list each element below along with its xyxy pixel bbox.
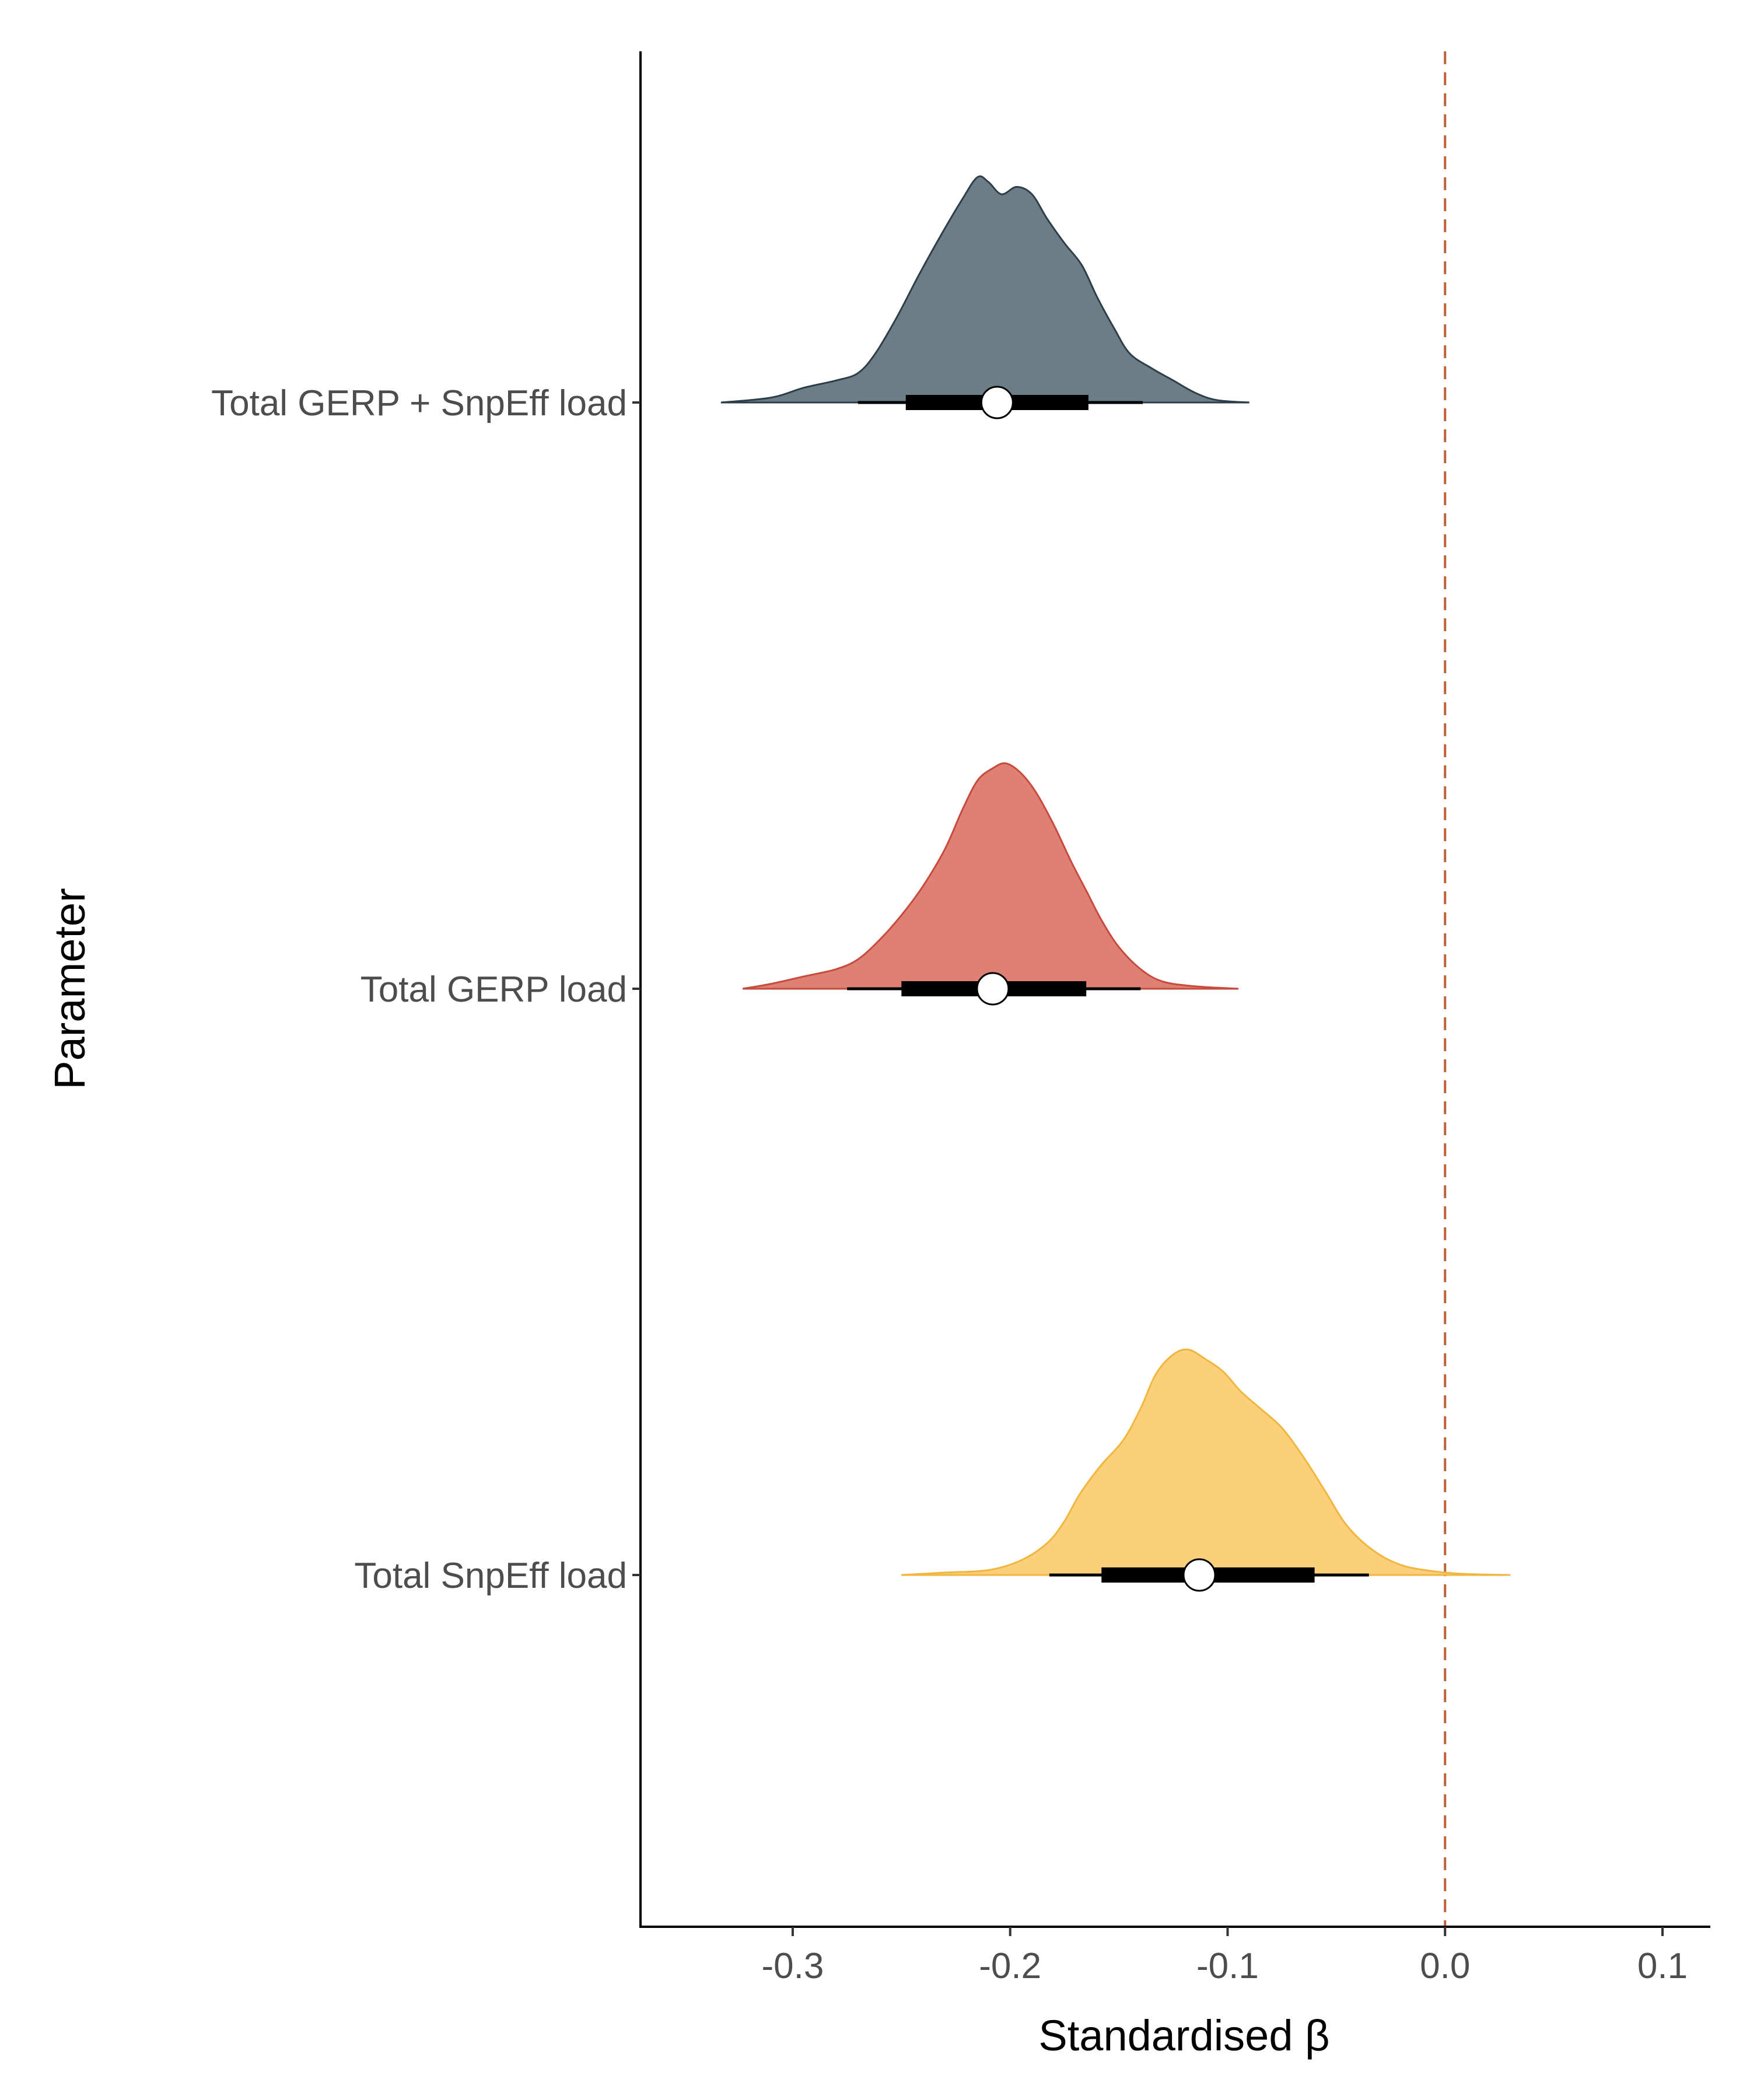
x-axis-title: Standardised β — [1038, 2011, 1329, 2060]
x-tick-label: -0.3 — [762, 1946, 824, 1986]
density-total-gerp-load — [742, 762, 1239, 990]
x-tick-label: 0.1 — [1637, 1946, 1688, 1986]
density-total-snpeff-load — [901, 1348, 1511, 1576]
y-tick-label: Total SnpEff load — [354, 1556, 627, 1596]
median-point-total-gerp-snpeff-load — [980, 386, 1014, 419]
density-total-gerp-snpeff-load — [720, 175, 1250, 404]
interval-group — [847, 386, 1369, 1592]
x-tick-label: -0.2 — [979, 1946, 1041, 1986]
y-axis-title: Parameter — [46, 888, 94, 1089]
x-tick-label: -0.1 — [1196, 1946, 1259, 1986]
x-ticks-group: -0.3 -0.2 -0.1 0.0 0.1 — [762, 1927, 1688, 1986]
x-tick-label: 0.0 — [1420, 1946, 1470, 1986]
y-tick-label: Total GERP load — [360, 970, 627, 1010]
median-point-total-gerp-load — [976, 972, 1010, 1006]
density-group — [720, 175, 1511, 1576]
y-tick-label: Total GERP + SnpEff load — [211, 383, 627, 424]
median-point-total-snpeff-load — [1182, 1558, 1216, 1592]
y-ticks-group: Total GERP + SnpEff load Total GERP load T… — [211, 383, 640, 1596]
